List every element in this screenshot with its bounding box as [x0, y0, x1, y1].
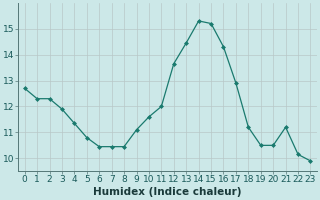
X-axis label: Humidex (Indice chaleur): Humidex (Indice chaleur): [93, 187, 242, 197]
